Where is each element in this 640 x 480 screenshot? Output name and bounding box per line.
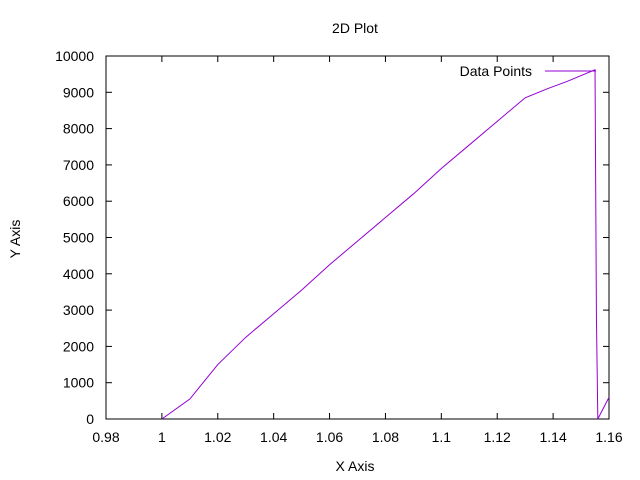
x-tick-label: 1.14 [539, 429, 566, 445]
y-axis: 0 1000 2000 3000 4000 5000 6000 7000 8000 9000 100… [55, 48, 609, 427]
x-tick-label: 1.06 [316, 429, 343, 445]
y-tick-label: 8000 [63, 121, 94, 137]
x-tick-label: 1.12 [484, 429, 511, 445]
x-tick-label: 1.08 [372, 429, 399, 445]
y-tick-label: 7000 [63, 157, 94, 173]
y-tick-label: 10000 [55, 48, 94, 64]
y-tick-label: 2000 [63, 338, 94, 354]
x-tick-label: 1 [158, 429, 166, 445]
y-tick-label: 9000 [63, 84, 94, 100]
y-tick-label: 5000 [63, 230, 94, 246]
y-tick-label: 6000 [63, 193, 94, 209]
series-line [161, 69, 610, 420]
x-axis-label: X Axis [336, 458, 375, 474]
x-tick-label: 0.98 [92, 429, 119, 445]
y-tick-label: 1000 [63, 375, 94, 391]
legend: Data Points [460, 63, 596, 79]
chart-title: 2D Plot [332, 20, 378, 36]
y-tick-label: 3000 [63, 302, 94, 318]
x-tick-label: 1.1 [432, 429, 452, 445]
plot-frame [105, 55, 610, 420]
y-tick-label: 0 [86, 411, 94, 427]
x-tick-label: 1.04 [260, 429, 287, 445]
y-axis-label: Y Axis [7, 220, 23, 259]
y-tick-label: 4000 [63, 266, 94, 282]
series-layer [161, 69, 610, 420]
x-tick-label: 1.16 [595, 429, 622, 445]
x-tick-label: 1.02 [204, 429, 231, 445]
legend-label: Data Points [460, 63, 532, 79]
x-axis: 0.98 1 1.02 1.04 1.06 1.08 1.1 1.12 1.14 1.16 [92, 56, 623, 445]
